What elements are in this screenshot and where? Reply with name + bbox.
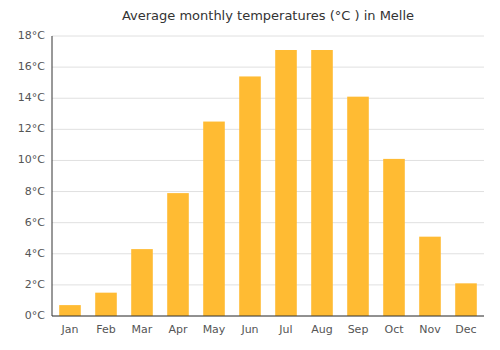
x-tick-label: Sep	[348, 323, 369, 336]
grid-line	[52, 98, 484, 99]
title: Average monthly temperatures (°C ) in Me…	[122, 8, 414, 23]
bar	[383, 159, 405, 316]
x-tick-label: Nov	[419, 323, 441, 336]
grid-line	[52, 36, 484, 37]
grid-line	[52, 67, 484, 68]
bar	[275, 50, 297, 316]
x-tick-label: Aug	[311, 323, 332, 336]
x-tick-label: Jun	[240, 323, 258, 336]
bar	[203, 122, 225, 316]
x-tick-label: Apr	[168, 323, 188, 336]
x-axis: Jan Feb Mar Apr May Jun Jul Aug Sep Oct Nov Dec	[61, 323, 477, 336]
y-tick-label: 10°C	[18, 153, 45, 166]
x-tick-label: Jul	[278, 323, 292, 336]
grid-line	[52, 316, 484, 317]
bar	[239, 76, 261, 316]
x-tick-label: Dec	[455, 323, 476, 336]
y-tick-label: 14°C	[18, 91, 45, 104]
x-axis-line	[52, 316, 484, 317]
grid-line	[52, 191, 484, 192]
bar	[311, 50, 333, 316]
x-tick-label: Jan	[61, 323, 79, 336]
bar	[419, 237, 441, 316]
y-tick-label: 6°C	[25, 216, 45, 229]
x-tick-label: Mar	[132, 323, 153, 336]
y-tick-label: 12°C	[18, 122, 45, 135]
y-axis: 0°C 2°C 4°C 6°C 8°C 10°C 12°C 14°C 16°C 18°C	[18, 29, 45, 322]
bar	[131, 249, 153, 316]
bars	[59, 50, 477, 316]
y-tick-label: 4°C	[25, 247, 45, 260]
y-tick-label: 2°C	[25, 278, 45, 291]
y-tick-label: 8°C	[25, 185, 45, 198]
bar	[455, 283, 477, 316]
grid-line	[52, 129, 484, 130]
chart: 0°C 2°C 4°C 6°C 8°C 10°C 12°C 14°C 16°C 18°C Jan Fe…	[0, 0, 500, 350]
grid	[52, 36, 484, 316]
grid-line	[52, 222, 484, 223]
x-tick-label: Oct	[384, 323, 404, 336]
grid-line	[52, 160, 484, 161]
x-tick-label: Feb	[96, 323, 115, 336]
bar	[347, 97, 369, 316]
bar	[95, 293, 117, 316]
y-axis-line	[52, 36, 53, 316]
bar	[59, 305, 81, 316]
y-tick-label: 16°C	[18, 60, 45, 73]
y-tick-label: 0°C	[25, 309, 45, 322]
x-tick-label: May	[203, 323, 226, 336]
y-tick-label: 18°C	[18, 29, 45, 42]
bar	[167, 193, 189, 316]
